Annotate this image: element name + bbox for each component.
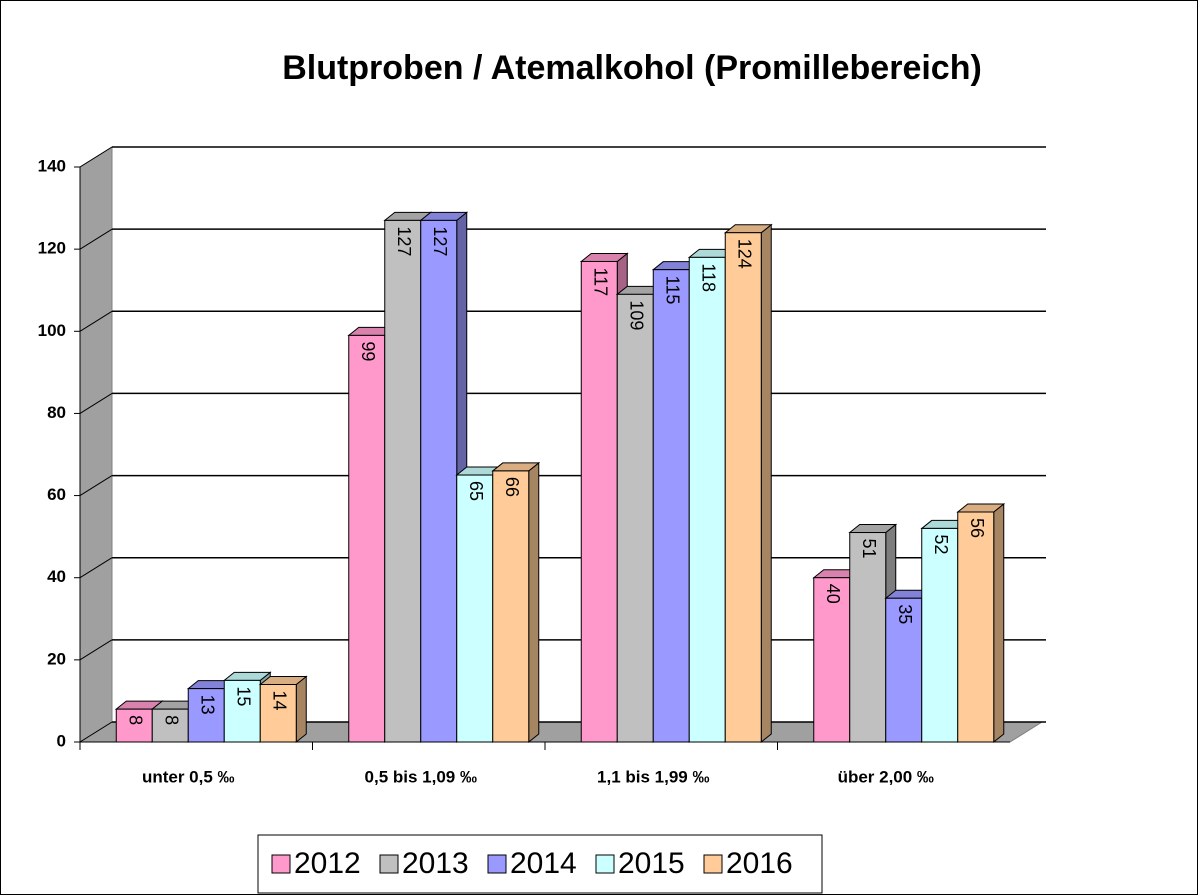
chart-title: Blutproben / Atemalkohol (Promillebereic… [282, 49, 982, 87]
bar [849, 532, 887, 743]
grid-line [79, 228, 113, 250]
bar [151, 708, 189, 743]
value-label: 14 [270, 691, 290, 711]
bar [492, 470, 530, 743]
y-tick-label: 0 [57, 731, 66, 750]
y-tick-label: 60 [47, 485, 66, 504]
bar [384, 219, 422, 743]
value-label: 40 [823, 584, 843, 604]
grid-line [79, 393, 113, 414]
legend-swatch [595, 854, 615, 874]
bar [456, 474, 494, 743]
grid-line [79, 475, 113, 496]
x-tick-label: über 2,00 ‰ [838, 767, 934, 786]
value-label: 13 [198, 695, 218, 715]
grid-line [79, 146, 113, 168]
value-label: 124 [735, 239, 755, 269]
legend-swatch [379, 854, 399, 874]
bar [420, 219, 458, 743]
value-label: 99 [358, 341, 378, 361]
legend [257, 834, 823, 894]
bar [885, 597, 923, 743]
value-label: 51 [859, 539, 879, 559]
bar [259, 684, 297, 743]
value-label: 52 [931, 534, 951, 554]
bar-side [993, 502, 1005, 744]
bar [348, 334, 386, 743]
y-tick-label: 80 [47, 403, 66, 422]
bar [688, 256, 726, 743]
legend-label: 2012 [294, 847, 361, 880]
bar [616, 293, 654, 743]
x-tick-label: 0,5 bis 1,09 ‰ [365, 767, 477, 786]
y-tick-label: 100 [38, 321, 66, 340]
grid-line [79, 639, 113, 661]
bar [921, 527, 959, 743]
value-label: 118 [699, 263, 719, 292]
bar [957, 511, 995, 743]
bar [813, 577, 851, 743]
x-tick-label: unter 0,5 ‰ [142, 767, 235, 786]
legend-swatch [487, 854, 507, 874]
y-tick-label: 140 [38, 156, 66, 175]
value-label: 66 [502, 477, 522, 497]
grid-line [79, 557, 113, 579]
bar [580, 260, 618, 743]
grid-line [79, 310, 113, 332]
bar-side [295, 675, 307, 744]
y-tick-label: 120 [38, 239, 66, 258]
bar [115, 708, 153, 743]
bar [187, 688, 225, 743]
bar-side [528, 461, 540, 744]
value-label: 109 [627, 300, 647, 330]
legend-label: 2015 [618, 847, 685, 880]
grid-line [79, 721, 113, 743]
x-tick-label: 1,1 bis 1,99 ‰ [597, 767, 709, 786]
side-wall [79, 146, 113, 743]
y-tick-label: 40 [47, 567, 66, 586]
bar [724, 232, 762, 743]
value-label: 8 [126, 715, 146, 725]
value-label: 56 [967, 518, 987, 538]
legend-label: 2014 [510, 847, 577, 880]
y-tick-label: 20 [47, 649, 66, 668]
value-label: 8 [162, 715, 182, 725]
legend-label: 2016 [726, 847, 793, 880]
value-label: 127 [430, 226, 450, 256]
bar-side [760, 223, 772, 744]
value-label: 115 [663, 276, 683, 305]
legend-label: 2013 [402, 847, 469, 880]
bar [652, 269, 690, 743]
legend-swatch [271, 854, 291, 874]
legend-swatch [703, 854, 723, 874]
value-label: 15 [234, 686, 254, 706]
value-label: 127 [394, 226, 414, 256]
value-label: 65 [466, 481, 486, 501]
value-label: 117 [591, 267, 611, 296]
bar [223, 679, 261, 743]
value-label: 35 [895, 604, 915, 624]
